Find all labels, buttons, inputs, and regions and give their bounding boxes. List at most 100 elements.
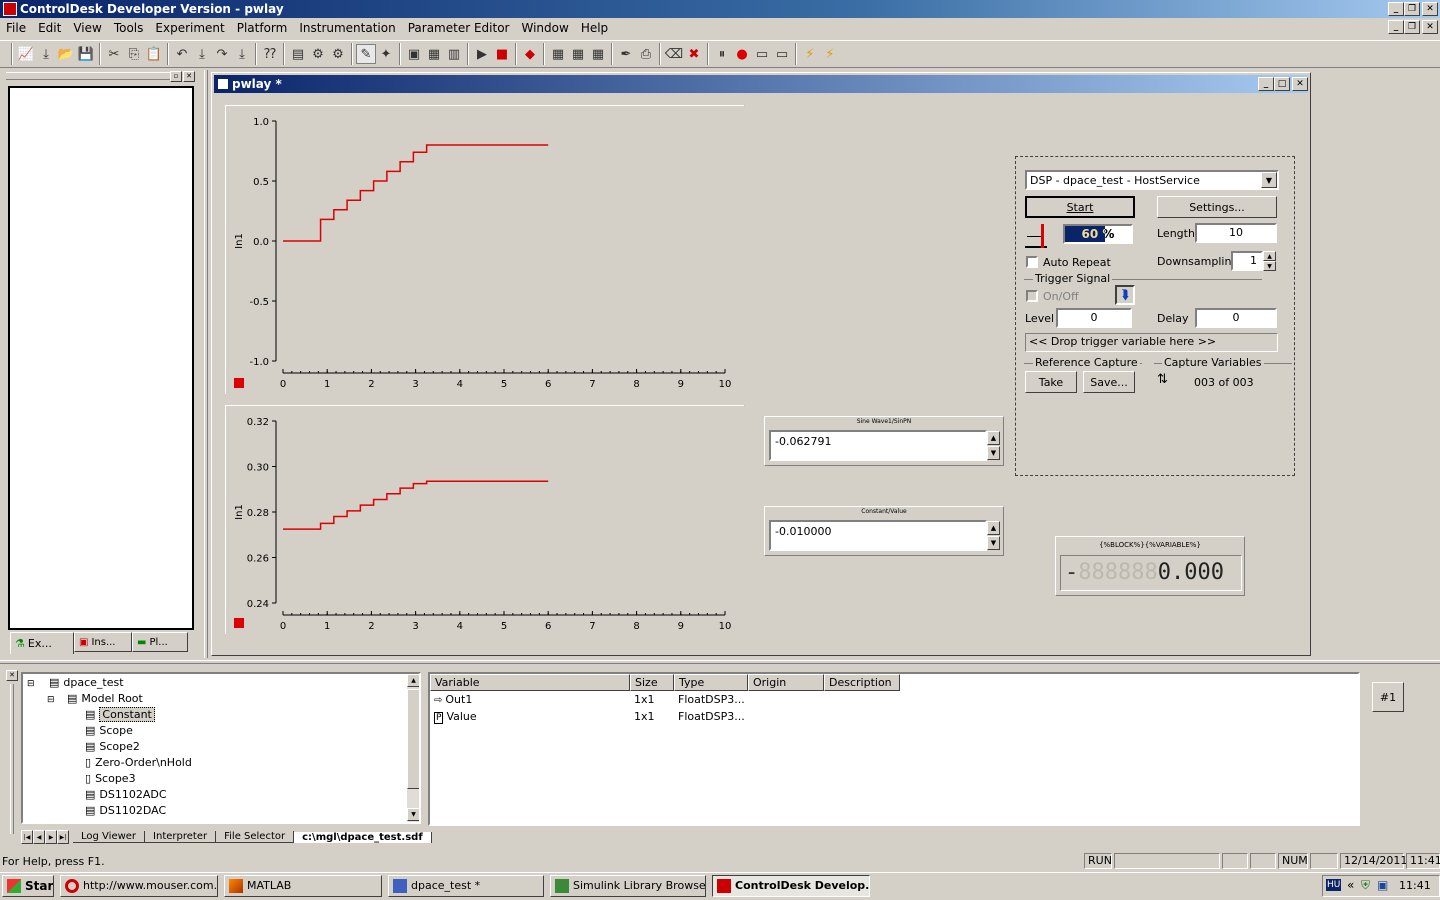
pen-icon[interactable]: ✒ <box>620 46 632 62</box>
menu-help[interactable]: Help <box>580 21 609 35</box>
minimize-button[interactable]: _ <box>1388 2 1404 16</box>
tray-language[interactable]: HU <box>1326 879 1342 891</box>
instrument-icon[interactable]: ⚙ <box>312 46 324 62</box>
downsampling-input[interactable]: 1 <box>1231 251 1263 271</box>
col-description[interactable]: Description <box>824 674 900 691</box>
downsampling-down[interactable]: ▼ <box>1263 261 1276 271</box>
horizontal-splitter[interactable] <box>0 660 1440 664</box>
dock-close-button[interactable]: ✕ <box>183 71 195 82</box>
context-help-icon[interactable]: ⁇ <box>264 46 276 62</box>
tab-last-button[interactable]: ▶| <box>57 830 69 844</box>
tab-prev-button[interactable]: ◀ <box>33 830 45 844</box>
onoff-checkbox[interactable] <box>1026 290 1038 302</box>
tree-item-scope[interactable]: ▤ Scope <box>85 724 133 737</box>
trigger-edge-icon[interactable]: ⮯ <box>1115 285 1135 305</box>
grid-icon[interactable]: ▦ <box>551 46 565 62</box>
save-button[interactable]: Save... <box>1083 371 1135 393</box>
taskbar-item-controldesk[interactable]: ControlDesk Develop... <box>712 875 870 897</box>
maximize-button[interactable]: ❐ <box>1404 2 1420 16</box>
menu-edit[interactable]: Edit <box>38 21 62 35</box>
tree-item-root[interactable]: ⊟ ▤ dpace_test <box>27 676 124 689</box>
tree-item-zoh[interactable]: ▯ Zero-Order\nHold <box>85 756 192 769</box>
layout-close-button[interactable]: ✕ <box>1292 77 1308 91</box>
col-variable[interactable]: Variable <box>430 674 630 691</box>
lightning-x-icon[interactable]: ⚡ <box>825 46 835 62</box>
dock-grip[interactable] <box>6 72 172 80</box>
menu-tools[interactable]: Tools <box>113 21 144 35</box>
downsampling-up[interactable]: ▲ <box>1263 251 1276 261</box>
delete-icon[interactable]: ✖ <box>688 46 700 62</box>
open-folder-icon[interactable]: 📂 <box>57 46 75 62</box>
dock-splitter[interactable] <box>204 70 208 658</box>
animation-mode-icon[interactable]: ✦ <box>380 46 392 62</box>
record-icon[interactable]: ● <box>736 46 748 62</box>
undo-icon[interactable]: ↶ <box>176 46 188 62</box>
tab-platform[interactable]: ▬ Pl... <box>132 632 188 652</box>
menu-experiment[interactable]: Experiment <box>155 21 225 35</box>
grid3-icon[interactable]: ▦ <box>591 46 605 62</box>
start-menu-button[interactable]: Start <box>2 875 54 897</box>
tree-item-model-root[interactable]: ⊟ ▤ Model Root <box>47 692 143 705</box>
auto-repeat-checkbox[interactable] <box>1026 256 1038 268</box>
capture-variables-icon[interactable]: ⇅ <box>1157 372 1168 387</box>
table-row[interactable]: P Value 1x1 FloatDSP3... <box>434 710 745 724</box>
instrument2-icon[interactable]: ⚙ <box>332 46 344 62</box>
tab-first-button[interactable]: |◀ <box>21 830 33 844</box>
col-origin[interactable]: Origin <box>748 674 824 691</box>
download-icon[interactable]: ⤓ <box>43 46 49 62</box>
board-icon[interactable]: ▥ <box>447 46 461 62</box>
load-application-icon[interactable]: ▣ <box>407 46 421 62</box>
mdi-restore-button[interactable]: ❐ <box>1404 20 1420 34</box>
side-number-button[interactable]: #1 <box>1372 682 1404 712</box>
service-select[interactable]: DSP - dpace_test - HostService <box>1025 170 1279 190</box>
numeric-input-2-down[interactable]: ▼ <box>987 536 1000 550</box>
tree-item-constant[interactable]: ▤ Constant <box>27 707 419 723</box>
stop-icon[interactable]: ■ <box>495 46 509 62</box>
numeric-input-1-field[interactable]: -0.062791 <box>769 430 987 461</box>
delay-input[interactable]: 0 <box>1195 308 1277 328</box>
numeric-input-2-up[interactable]: ▲ <box>987 521 1000 535</box>
mdi-close-button[interactable]: ✕ <box>1422 20 1438 34</box>
tree-item-scope3[interactable]: ▯ Scope3 <box>85 772 136 785</box>
numeric-input-1-down[interactable]: ▼ <box>987 446 1000 460</box>
lightning-icon[interactable]: ⚡ <box>805 46 815 62</box>
pause-icon[interactable]: ⏸ <box>718 46 726 62</box>
col-type[interactable]: Type <box>674 674 748 691</box>
paste-icon[interactable]: 📋 <box>145 46 163 62</box>
window2-icon[interactable]: ▭ <box>775 46 789 62</box>
edit-mode-icon[interactable]: ✎ <box>356 44 376 64</box>
new-experiment-icon[interactable]: 📈 <box>17 46 35 62</box>
take-button[interactable]: Take <box>1025 371 1077 393</box>
bottom-dock-close[interactable]: ✕ <box>6 670 18 681</box>
menu-platform[interactable]: Platform <box>236 21 288 35</box>
tree-item-adc[interactable]: ▤ DS1102ADC <box>85 788 167 801</box>
service-dropdown-button[interactable]: ▼ <box>1261 172 1277 188</box>
menu-view[interactable]: View <box>73 21 102 35</box>
tree-item-dac[interactable]: ▤ DS1102DAC <box>85 804 167 817</box>
tab-next-button[interactable]: ▶ <box>45 830 57 844</box>
upload-arrow-icon[interactable]: ⤓ <box>239 46 245 62</box>
level-input[interactable]: 0 <box>1056 308 1132 328</box>
tray-shield-icon[interactable]: ⛨ <box>1361 878 1371 892</box>
platform-icon[interactable]: ▦ <box>427 46 441 62</box>
plotter-1[interactable]: 1.0 0.5 0.0 -0.5 -1.0 0 1 2 3 4 5 6 7 8 9 10 In1 <box>225 105 746 396</box>
grid2-icon[interactable]: ▦ <box>571 46 585 62</box>
tree-scrollbar[interactable]: ▲ ▼ <box>407 674 419 822</box>
menu-parameter-editor[interactable]: Parameter Editor <box>407 21 510 35</box>
menu-window[interactable]: Window <box>521 21 569 35</box>
tab-experiment[interactable]: ⚗ Ex... <box>10 632 74 654</box>
tree-item-scope2[interactable]: ▤ Scope2 <box>85 740 140 753</box>
start-button[interactable]: Start <box>1025 196 1135 218</box>
numeric-input-1-up[interactable]: ▲ <box>987 431 1000 445</box>
window-icon[interactable]: ▭ <box>755 46 769 62</box>
taskbar-item-simulink-library[interactable]: Simulink Library Browser <box>550 875 706 897</box>
tab-instruments[interactable]: ▣ Ins... <box>74 632 132 652</box>
download-arrow-icon[interactable]: ⤓ <box>199 46 205 62</box>
col-size[interactable]: Size <box>630 674 674 691</box>
drop-trigger-target[interactable]: << Drop trigger variable here >> <box>1025 333 1278 352</box>
mdi-minimize-button[interactable]: _ <box>1388 20 1404 34</box>
numeric-input-2-field[interactable]: -0.010000 <box>769 520 987 551</box>
tab-log-viewer[interactable]: Log Viewer <box>73 831 146 843</box>
length-input[interactable]: 10 <box>1195 223 1277 243</box>
menu-instrumentation[interactable]: Instrumentation <box>299 21 396 35</box>
